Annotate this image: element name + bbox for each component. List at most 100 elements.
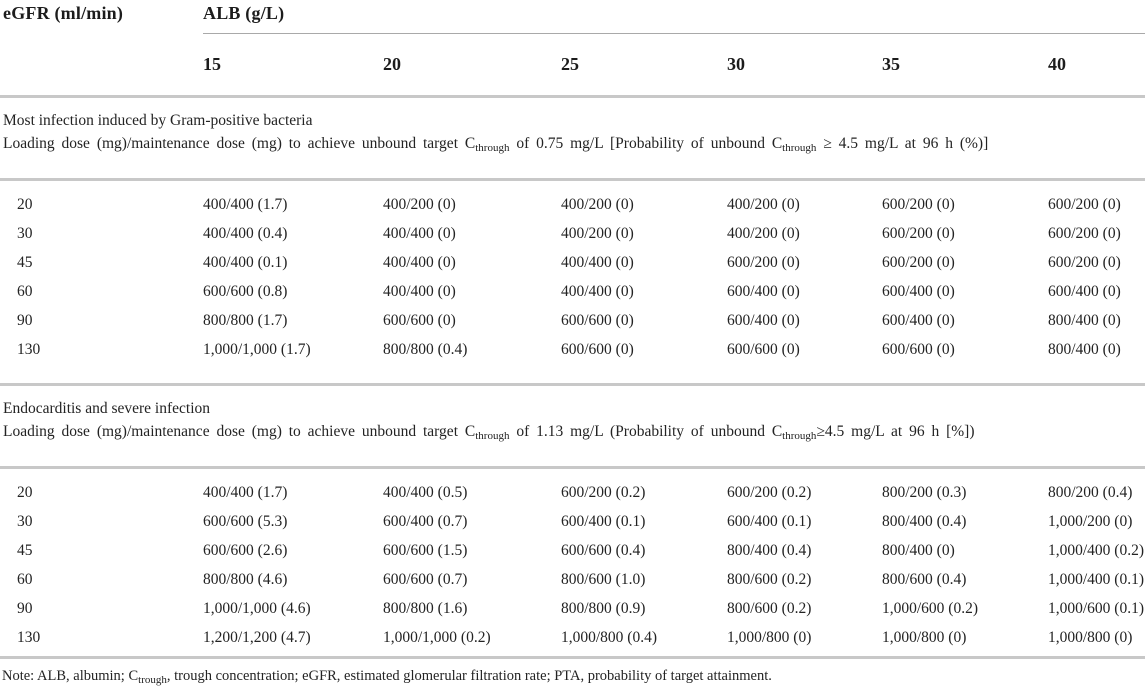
table-row: 45 400/400 (0.1) 400/400 (0) 400/400 (0) 600… <box>0 248 1145 277</box>
note-row: Note: ALB, albumin; Ctrough, trough conc… <box>0 656 1145 696</box>
egfr-value: 45 <box>17 254 33 271</box>
dose-cell: 400/200 (0) <box>727 225 800 242</box>
egfr-value: 90 <box>17 600 33 617</box>
dose-cell: 1,000/800 (0) <box>1048 629 1133 646</box>
dose-cell: 1,000/200 (0) <box>1048 513 1133 530</box>
dose-cell: 400/200 (0) <box>561 196 634 213</box>
dose-cell: 600/200 (0.2) <box>727 484 812 501</box>
dose-cell: 1,000/800 (0.4) <box>561 629 658 646</box>
section-1-body: 20 400/400 (1.7) 400/200 (0) 400/200 (0) 400… <box>0 180 1145 385</box>
note-cell: Note: ALB, albumin; Ctrough, trough conc… <box>0 656 1145 696</box>
dose-cell: 600/600 (2.6) <box>203 542 288 559</box>
dose-cell: 600/200 (0) <box>1048 254 1121 271</box>
dose-cell: 1,000/600 (0.1) <box>1048 600 1145 617</box>
dose-cell: 600/200 (0) <box>882 254 955 271</box>
egfr-value: 60 <box>17 283 33 300</box>
note-text: Note: ALB, albumin; C <box>2 668 139 684</box>
dose-cell: 600/600 (0.7) <box>383 571 468 588</box>
dose-cell: 600/400 (0) <box>882 312 955 329</box>
alb-column-header: 40 <box>1048 33 1145 98</box>
dose-cell: 600/600 (1.5) <box>383 542 468 559</box>
alb-header-spacer <box>0 33 203 98</box>
egfr-value: 60 <box>17 571 33 588</box>
dose-cell: 600/200 (0.2) <box>561 484 646 501</box>
subscript-through: through <box>475 142 510 154</box>
dose-cell: 1,000/600 (0.2) <box>882 600 979 617</box>
section-1-header: Most infection induced by Gram-positive … <box>0 96 1145 181</box>
dose-cell: 1,000/800 (0) <box>727 629 812 646</box>
dose-cell: 400/400 (0) <box>561 254 634 271</box>
dose-cell: 400/400 (0) <box>561 283 634 300</box>
dose-cell: 600/400 (0) <box>727 283 800 300</box>
table-footer: Note: ALB, albumin; Ctrough, trough conc… <box>0 656 1145 696</box>
table-row: 20 400/400 (1.7) 400/400 (0.5) 600/200 (0.2… <box>0 468 1145 508</box>
header-row-groups: eGFR (ml/min) ALB (g/L) <box>0 0 1145 34</box>
dose-cell: 800/400 (0) <box>882 542 955 559</box>
subscript-trough: trough <box>138 674 167 686</box>
subscript-through: through <box>782 142 817 154</box>
section-title: Most infection induced by Gram-positive … <box>3 112 313 129</box>
dose-cell: 800/400 (0) <box>1048 312 1121 329</box>
table-row: 90 1,000/1,000 (4.6) 800/800 (1.6) 800/800 … <box>0 594 1145 623</box>
table-row: 30 400/400 (0.4) 400/400 (0) 400/200 (0) 400… <box>0 219 1145 248</box>
dose-cell: 1,000/1,000 (1.7) <box>203 341 311 358</box>
table-row: 60 600/600 (0.8) 400/400 (0) 400/400 (0) 600… <box>0 277 1145 306</box>
table-row: 60 800/800 (4.6) 600/600 (0.7) 800/600 (1.0… <box>0 565 1145 594</box>
dose-cell: 800/200 (0.3) <box>882 484 967 501</box>
dose-cell: 800/800 (1.6) <box>383 600 468 617</box>
dose-cell: 600/600 (0) <box>727 341 800 358</box>
section-title: Endocarditis and severe infection <box>3 400 211 417</box>
section-subtitle: Loading dose (mg)/maintenance dose (mg) … <box>3 133 1145 159</box>
alb-column-header: 15 <box>203 33 383 98</box>
dose-cell: 600/400 (0.1) <box>561 513 646 530</box>
section-header-cell: Endocarditis and severe infection Loadin… <box>0 383 1145 469</box>
dose-cell: 400/400 (0.1) <box>203 254 288 271</box>
dose-cell: 400/400 (1.7) <box>203 484 288 501</box>
subtitle-text: ≥ 4.5 mg/L at 96 h (%)] <box>816 135 989 152</box>
egfr-value: 30 <box>17 225 33 242</box>
section-header-row: Most infection induced by Gram-positive … <box>0 96 1145 181</box>
subtitle-text: Loading dose (mg)/maintenance dose (mg) … <box>3 423 476 440</box>
dose-cell: 1,000/1,000 (0.2) <box>383 629 491 646</box>
alb-column-header: 30 <box>727 33 882 98</box>
dose-cell: 600/600 (0.4) <box>561 542 646 559</box>
header-row-alb-values: 15 20 25 30 35 40 <box>0 33 1145 98</box>
dose-cell: 600/600 (0) <box>561 341 634 358</box>
dose-cell: 400/400 (0) <box>383 225 456 242</box>
dose-cell: 800/800 (0.9) <box>561 600 646 617</box>
alb-column-header: 35 <box>882 33 1048 98</box>
subtitle-text: ≥4.5 mg/L at 96 h [%]) <box>816 423 975 440</box>
egfr-value: 20 <box>17 196 33 213</box>
section-subtitle: Loading dose (mg)/maintenance dose (mg) … <box>3 421 1145 447</box>
egfr-value: 30 <box>17 513 33 530</box>
egfr-value: 130 <box>17 341 41 358</box>
dose-cell: 600/600 (0) <box>383 312 456 329</box>
dose-cell: 1,000/400 (0.1) <box>1048 571 1145 588</box>
dose-cell: 400/400 (0) <box>383 254 456 271</box>
dose-cell: 600/400 (0.1) <box>727 513 812 530</box>
dose-cell: 1,200/1,200 (4.7) <box>203 629 311 646</box>
alb-column-header: 20 <box>383 33 561 98</box>
dose-cell: 600/600 (0) <box>561 312 634 329</box>
dose-cell: 600/200 (0) <box>882 196 955 213</box>
dose-cell: 600/200 (0) <box>727 254 800 271</box>
dose-cell: 800/800 (4.6) <box>203 571 288 588</box>
subtitle-text: of 0.75 mg/L [Probability of unbound C <box>509 135 783 152</box>
dose-cell: 800/400 (0) <box>1048 341 1121 358</box>
dose-cell: 400/200 (0) <box>727 196 800 213</box>
egfr-value: 130 <box>17 629 41 646</box>
subtitle-text: of 1.13 mg/L (Probability of unbound C <box>509 423 783 440</box>
dose-cell: 800/800 (0.4) <box>383 341 468 358</box>
dose-cell: 800/800 (1.7) <box>203 312 288 329</box>
dose-cell: 600/400 (0) <box>1048 283 1121 300</box>
table-header: eGFR (ml/min) ALB (g/L) 15 20 25 30 35 4… <box>0 0 1145 98</box>
section-header-cell: Most infection induced by Gram-positive … <box>0 96 1145 181</box>
dose-cell: 400/200 (0) <box>383 196 456 213</box>
dose-cell: 400/400 (0.4) <box>203 225 288 242</box>
section-header-row: Endocarditis and severe infection Loadin… <box>0 383 1145 469</box>
table-row: 130 1,200/1,200 (4.7) 1,000/1,000 (0.2) 1,0… <box>0 623 1145 658</box>
dose-cell: 800/600 (0.2) <box>727 600 812 617</box>
egfr-value: 90 <box>17 312 33 329</box>
note-text: , trough concentration; eGFR, estimated … <box>166 668 772 684</box>
